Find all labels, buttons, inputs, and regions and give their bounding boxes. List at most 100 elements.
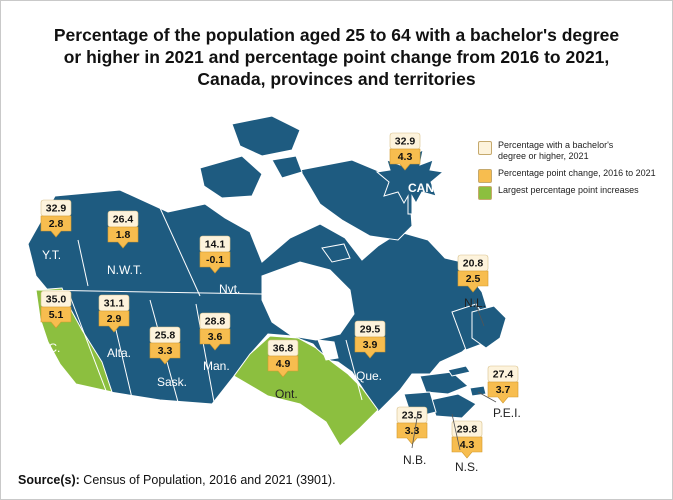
change-box [396,422,428,445]
pct-value: 28.8 [205,316,226,328]
title-line-3: Canada, provinces and territories [197,69,476,89]
title-line-2: or higher in 2021 and percentage point c… [63,47,610,67]
change-value: 3.6 [208,331,223,343]
pct-value: 36.8 [273,343,294,355]
legend-item-change: Percentage point change, 2016 to 2021 [478,168,663,183]
change-value: 3.7 [496,384,511,396]
change-box [149,342,181,365]
tag-sask: 25.8 3.3 [149,326,181,365]
region-label-nvt: Nvt. [219,282,240,296]
nova-scotia-shape [429,393,477,419]
pct-value: 29.8 [457,424,478,436]
region-label-n-b: N.B. [403,453,426,467]
leader-nb [411,411,419,449]
leader-pei [477,391,497,403]
tag-b-c: 35.0 5.1 [40,290,72,329]
label-layer: CANADA Y.T. N.W.T. Nvt. B.C. Alta. Sask. Man. On… [37,181,521,474]
tag-n-w-t: 26.4 1.8 [107,210,139,249]
change-value: 5.1 [49,309,64,321]
legend-item-pct: Percentage with a bachelor's degree or h… [478,140,663,162]
tag-y-t: 32.9 2.8 [40,199,72,238]
pct-value: 14.1 [205,239,226,251]
region-label-y-t: Y.T. [42,248,61,262]
tag-n-b: 23.5 3.3 [396,406,428,445]
source-text: Census of Population, 2016 and 2021 (390… [79,473,336,487]
change-value: 4.3 [398,151,413,163]
change-value: 4.3 [460,439,475,451]
baffin-island [299,159,413,241]
legend-label-pct-line1: Percentage with a bachelor's [498,140,614,150]
tag-n-l: 20.8 2.5 [457,254,489,293]
newfoundland-shape [471,305,507,349]
change-box [389,148,421,171]
anticosti-island [447,365,471,377]
pct-value: 35.0 [46,294,67,306]
change-box [40,306,72,329]
region-label-n-w-t: N.W.T. [107,263,142,277]
pct-value: 23.5 [402,410,423,422]
tag-man: 28.8 3.6 [199,312,231,351]
pct-value: 32.9 [46,203,67,215]
pei-shape [469,385,487,397]
change-value: 2.5 [466,273,481,285]
change-value: 2.9 [107,313,122,325]
change-value: 3.3 [405,425,420,437]
leader-nl [473,299,485,327]
change-value: 1.8 [116,229,131,241]
change-box [199,328,231,351]
pct-value: 32.9 [395,136,416,148]
change-box [354,336,386,359]
tag-alta: 31.1 2.9 [98,294,130,333]
pct-value: 25.8 [155,330,176,342]
arctic-island-small [271,155,303,179]
legend-swatch-pct [478,141,492,155]
change-box [457,270,489,293]
arctic-island-west [199,155,263,199]
tag-n-s: 29.8 4.3 [451,420,483,459]
border-ont-que [345,339,363,401]
change-box [40,215,72,238]
change-value: 3.3 [158,345,173,357]
tag-ont: 36.8 4.9 [267,339,299,378]
region-label-p-e-i: P.E.I. [493,406,521,420]
change-box [487,381,519,404]
legend-swatch-largest [478,186,492,200]
region-label-man: Man. [203,359,230,373]
hudson-bay [261,261,355,341]
legend-label-pct-line2: degree or higher, 2021 [498,151,589,161]
pct-value: 20.8 [463,258,484,270]
region-label-alta: Alta. [107,346,131,360]
border-yt-nwt [77,239,89,287]
maple-leaf-icon [375,141,445,215]
legend: Percentage with a bachelor's degree or h… [478,140,663,202]
pct-value: 27.4 [493,369,514,381]
pct-value: 31.1 [104,298,125,310]
region-label-b-c: B.C. [37,341,60,355]
land-layer [27,115,507,447]
region-label-n-s: N.S. [455,460,478,474]
map-title: Percentage of the population aged 25 to … [20,24,653,90]
legend-item-largest: Largest percentage point increases [478,185,663,200]
change-box [267,355,299,378]
region-label-que: Que. [356,369,382,383]
gaspe-shape [419,371,469,395]
tag-que: 29.5 3.9 [354,320,386,359]
tag-canada: 32.9 4.3 [389,132,421,171]
tag-p-e-i: 27.4 3.7 [487,365,519,404]
region-label-canada: CANADA [408,181,460,195]
source-note: Source(s): Census of Population, 2016 an… [18,473,336,487]
legend-label-largest: Largest percentage point increases [498,185,639,195]
change-box [451,436,483,459]
title-line-1: Percentage of the population aged 25 to … [53,25,620,45]
pct-value: 26.4 [113,214,134,226]
legend-swatch-change [478,169,492,183]
change-box [98,310,130,333]
region-label-sask: Sask. [157,375,187,389]
change-value: 2.8 [49,218,64,230]
change-box [107,226,139,249]
legend-label-change: Percentage point change, 2016 to 2021 [498,168,656,178]
arctic-island-north [231,115,301,157]
change-value: 3.9 [363,339,378,351]
border-60th-parallel [35,289,263,295]
